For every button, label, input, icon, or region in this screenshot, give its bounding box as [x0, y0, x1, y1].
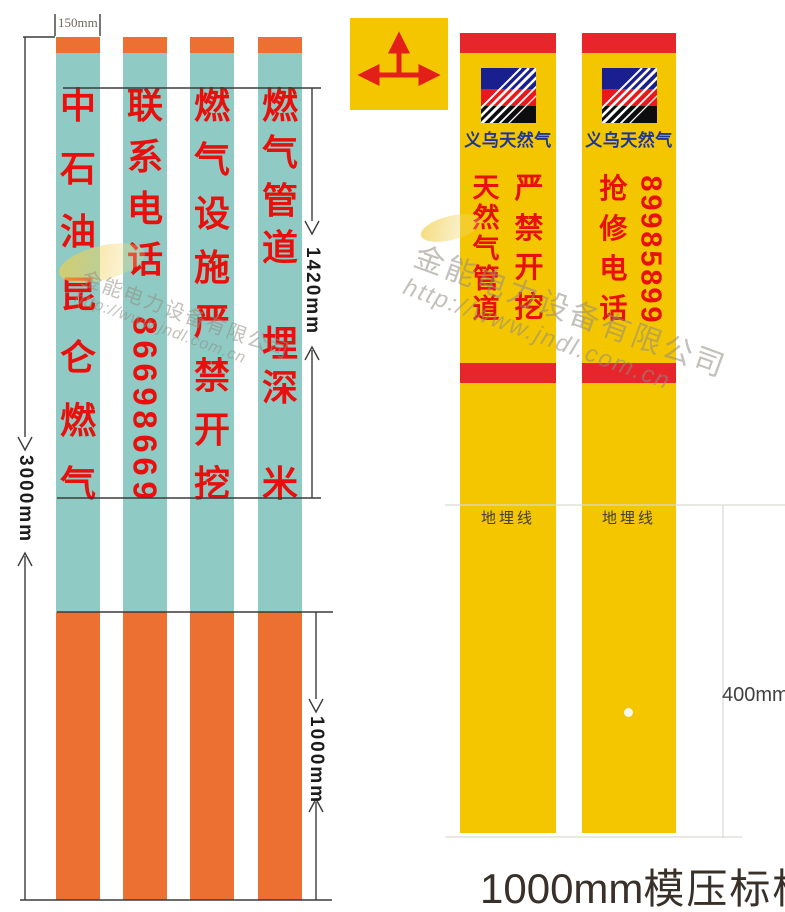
product-caption: 1000mm模压标桩 — [480, 855, 785, 912]
warning-column-right: 严禁开挖 — [514, 173, 544, 324]
post-buried-section — [190, 612, 234, 900]
post-text-zone: 燃气管道 埋深 米 — [258, 88, 302, 502]
post-buried-section — [56, 612, 100, 900]
teal-marker-post-3: 燃气设施严禁开挖 — [190, 37, 234, 900]
post-cap — [190, 37, 234, 53]
post-text-zone: 燃气设施严禁开挖 — [190, 88, 234, 502]
red-stripe-top — [582, 33, 676, 53]
caption-size: 1000mm — [480, 865, 644, 912]
teal-marker-post-1: 中石油昆仑燃气 — [56, 37, 100, 900]
dimension-label-overall-height: 3000mm — [15, 455, 36, 544]
post-text: 米 — [261, 463, 298, 504]
ground-line-label: 地埋线 — [480, 511, 535, 527]
gas-company-logo — [481, 68, 536, 123]
red-stripe-middle — [460, 363, 556, 383]
watermark-url: http://www.jndl.com.cn — [72, 289, 249, 368]
post-cap — [258, 37, 302, 53]
ground-line-label: 地埋线 — [601, 511, 656, 527]
watermark-center: 金能电力设备有限公司 http://www.jndl.com.cn — [399, 232, 734, 413]
dimension-label-buried-right: 400mm — [722, 684, 785, 706]
post-buried-section — [123, 612, 167, 900]
post-cap — [56, 37, 100, 53]
brand-name: 义乌天然气 — [464, 131, 552, 150]
post-cap — [123, 37, 167, 53]
dimension-label-post-width: 150mm — [58, 15, 98, 30]
warning-column-left: 天然气管道 — [472, 173, 500, 324]
direction-arrow-icon — [357, 31, 441, 87]
red-stripe-top — [460, 33, 556, 53]
mounting-hole — [624, 708, 633, 717]
dimension-label-buried-left: 1000mm — [306, 716, 327, 805]
yellow-marker-post-1: 义乌天然气 天然气管道 严禁开挖 地埋线 — [460, 33, 556, 833]
red-stripe-middle — [582, 363, 676, 383]
teal-marker-post-4: 燃气管道 埋深 米 — [258, 37, 302, 900]
gas-company-logo — [602, 68, 657, 123]
post-text: 燃气管道 — [261, 85, 298, 268]
dimension-label-text-zone: 1420mm — [302, 247, 323, 336]
post-text: 燃气设施严禁开挖 — [193, 85, 230, 504]
post-warning-text: 天然气管道 严禁开挖 — [460, 175, 556, 323]
pipeline-direction-sign — [350, 18, 448, 110]
watermark-company: 金能电力设备有限公司 — [409, 240, 732, 385]
post-text-zone: 中石油昆仑燃气 — [56, 88, 100, 502]
caption-label: 模压标桩 — [643, 865, 785, 912]
post-text: 中石油昆仑燃气 — [59, 85, 96, 504]
post-buried-section — [258, 612, 302, 900]
phone-column-left: 抢修电话 — [599, 173, 628, 324]
post-text: 埋深 — [261, 323, 298, 408]
brand-name: 义乌天然气 — [585, 131, 673, 150]
post-text: 联系电话 — [126, 85, 163, 280]
